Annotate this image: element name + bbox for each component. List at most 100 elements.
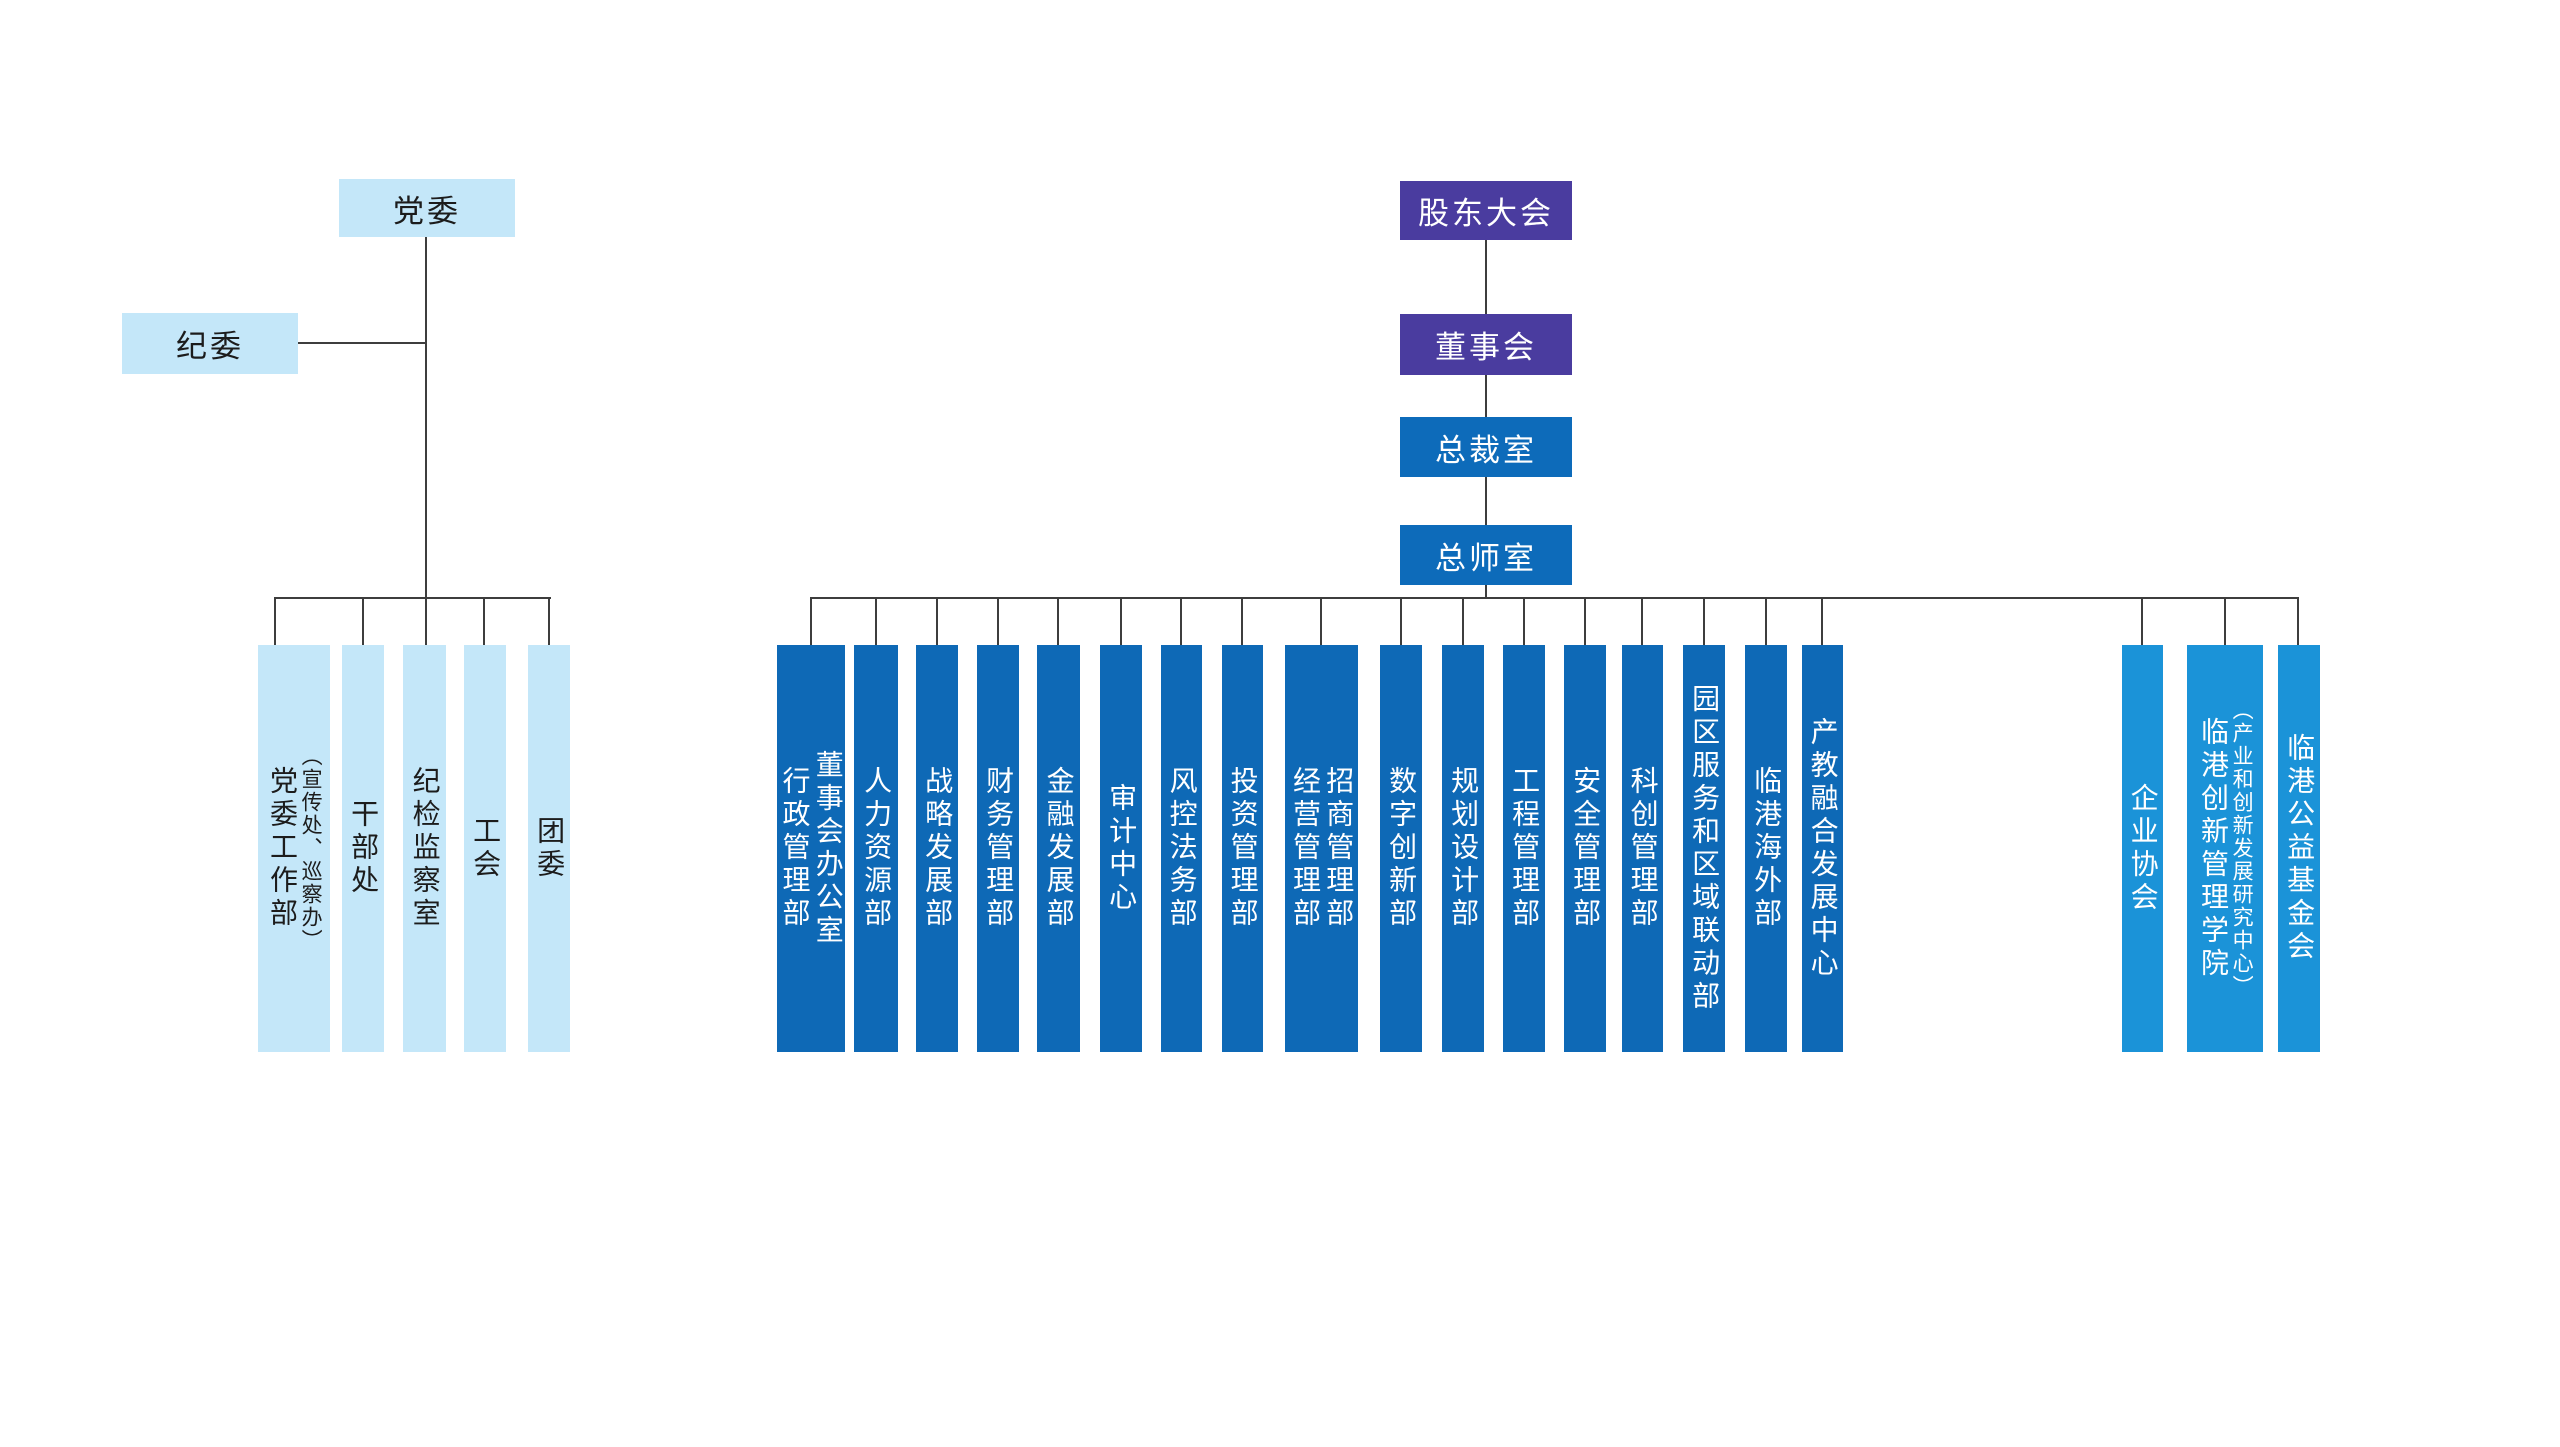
department-label-column: 工程管理部 [1509,766,1541,931]
department-label-column: 临港创新管理学院 [2198,716,2230,981]
connector-line [1523,598,1525,645]
connector-line [997,598,999,645]
connector-line [1765,598,1767,645]
node-shareholders-meeting: 股东大会 [1400,181,1572,240]
connector-line [875,598,877,645]
department-label-column: 人力资源部 [861,766,893,931]
department-label-column: 安全管理部 [1570,766,1602,931]
node-party-work-dept: 党委工作部 （宣传处、巡察办） [258,645,330,1052]
node-discipline-committee: 纪委 [122,313,298,374]
node-operation-management-dept: 经营管理部 招商管理部 [1285,645,1358,1052]
department-label-column: 金融发展部 [1043,766,1075,931]
node-sci-tech-innovation-dept: 科创管理部 [1622,645,1663,1052]
connector-line [2224,598,2226,645]
department-label-column: 战略发展部 [922,766,954,931]
connector-line [1485,477,1487,525]
node-investment-management-dept: 投资管理部 [1222,645,1263,1052]
node-lingang-overseas-dept: 临港海外部 [1745,645,1787,1052]
department-label-column: 财务管理部 [983,766,1015,931]
node-label: 党委 [393,193,461,229]
connector-line [810,598,812,645]
department-label-column: 经营管理部 [1290,766,1321,931]
node-human-resources-dept: 人力资源部 [854,645,898,1052]
connector-line [1485,240,1487,314]
department-label-column: 规划设计部 [1448,766,1480,931]
node-label: 总裁室 [1435,432,1537,468]
node-digital-innovation-dept: 数字创新部 [1380,645,1422,1052]
node-label: 董事会 [1435,330,1537,365]
connector-line [1485,375,1487,417]
department-label-column: 产教融合发展中心 [1807,716,1839,981]
connector-line [483,598,485,646]
connector-line [548,598,550,646]
department-label-column: 数字创新部 [1386,766,1418,931]
department-label-column: 招商管理部 [1323,766,1355,931]
node-president-office: 总裁室 [1400,417,1572,477]
node-strategy-development-dept: 战略发展部 [916,645,958,1052]
department-label-column: 党委工作部 [267,766,299,931]
node-safety-management-dept: 安全管理部 [1564,645,1606,1052]
connector-line [1641,598,1643,645]
node-planning-design-dept: 规划设计部 [1442,645,1484,1052]
node-risk-control-legal-dept: 风控法务部 [1161,645,1202,1052]
connector-line [1057,598,1059,645]
connector-line [1584,598,1586,645]
node-label: 股东大会 [1418,196,1554,231]
node-audit-center: 审计中心 [1100,645,1142,1052]
node-finance-management-dept: 财务管理部 [977,645,1019,1052]
node-label: 总师室 [1435,540,1537,576]
node-financial-development-dept: 金融发展部 [1037,645,1080,1052]
connector-line [1703,598,1705,645]
node-chief-engineer-office: 总师室 [1400,525,1572,585]
connector-line [1320,598,1322,645]
node-engineering-management-dept: 工程管理部 [1503,645,1545,1052]
department-label-column: 审计中心 [1106,782,1138,915]
node-label: 纪委 [176,329,244,364]
department-label-column: （产业和创新发展研究中心） [2230,699,2254,998]
department-label-column: 临港公益基金会 [2284,733,2316,964]
department-label-column: 干部处 [348,799,380,898]
connector-line [1821,598,1823,645]
connector-line [810,597,2299,599]
node-discipline-inspection-office: 纪检监察室 [403,645,446,1052]
department-label-column: 纪检监察室 [409,766,441,931]
connector-line [1485,585,1487,598]
node-labor-union: 工会 [464,645,506,1052]
department-label-column: 工会 [470,815,502,882]
connector-line [1462,598,1464,645]
department-label-column: 风控法务部 [1166,766,1198,931]
connector-line [298,342,427,344]
connector-line [274,598,276,646]
department-label-column: 团委 [534,815,566,882]
connector-line [1180,598,1182,645]
connector-line [425,598,427,646]
node-industry-education-integration-center: 产教融合发展中心 [1802,645,1843,1052]
node-administration-dept: 行政管理部 董事会办公室 [777,645,845,1052]
department-label-column: 科创管理部 [1627,766,1659,931]
connector-line [2297,598,2299,645]
department-label-column: 企业协会 [2127,782,2159,915]
connector-line [1120,598,1122,645]
node-board-of-directors: 董事会 [1400,314,1572,375]
node-enterprise-association: 企业协会 [2122,645,2163,1052]
department-label-column: 董事会办公室 [812,749,844,948]
node-youth-league: 团委 [528,645,570,1052]
connector-line [2141,598,2143,645]
connector-line [274,597,551,599]
department-label-column: 园区服务和区域联动部 [1689,683,1721,1014]
node-cadre-office: 干部处 [342,645,384,1052]
connector-line [1241,598,1243,645]
connector-line [362,598,364,646]
connector-line [425,237,427,598]
node-lingang-innovation-management-college: 临港创新管理学院 （产业和创新发展研究中心） [2187,645,2263,1052]
node-lingang-charity-foundation: 临港公益基金会 [2278,645,2320,1052]
connector-line [1400,598,1402,645]
node-park-service-regional-linkage-dept: 园区服务和区域联动部 [1683,645,1725,1052]
department-label-column: 临港海外部 [1751,766,1783,931]
connector-line [936,598,938,645]
node-party-committee: 党委 [339,179,515,237]
department-label-column: 行政管理部 [779,766,811,931]
department-label-column: 投资管理部 [1227,766,1259,931]
department-label-column: （宣传处、巡察办） [299,745,323,952]
